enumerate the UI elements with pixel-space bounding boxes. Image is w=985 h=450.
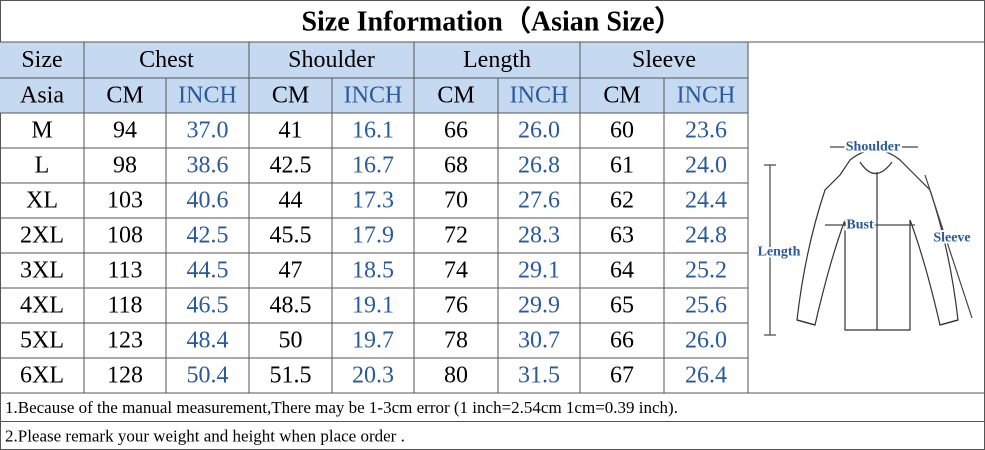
cell: 24.0 [685, 153, 727, 179]
cell: 76 [444, 293, 468, 319]
cell: 62 [610, 188, 634, 214]
cell: L [35, 153, 50, 179]
cell: 98 [113, 153, 137, 179]
cell: 17.9 [352, 223, 394, 249]
cell: 19.1 [352, 293, 394, 319]
unit-header: CM [437, 83, 474, 109]
cell: 24.8 [685, 223, 727, 249]
cell: 72 [444, 223, 468, 249]
cell: 45.5 [270, 223, 312, 249]
cell: 103 [107, 188, 143, 214]
cell: 30.7 [518, 328, 560, 354]
unit-header: INCH [677, 83, 736, 109]
cell: 25.6 [685, 293, 727, 319]
cell: 29.9 [518, 293, 560, 319]
cell: 26.0 [518, 118, 560, 144]
cell: 48.5 [270, 293, 312, 319]
cell: 26.0 [685, 328, 727, 354]
cell: 46.5 [187, 293, 229, 319]
cell: 68 [444, 153, 468, 179]
cell: 108 [107, 223, 143, 249]
cell: 24.4 [685, 188, 727, 214]
cell: M [31, 118, 52, 144]
diagram-label: Shoulder [846, 140, 900, 155]
cell: 19.7 [352, 328, 394, 354]
cell: 26.4 [685, 363, 727, 389]
cell: 40.6 [187, 188, 229, 214]
cell: 128 [107, 363, 143, 389]
cell: 50.4 [187, 363, 229, 389]
unit-header: CM [603, 83, 640, 109]
unit-header: CM [106, 83, 143, 109]
unit-header: INCH [344, 83, 403, 109]
group-header: Length [463, 47, 531, 73]
unit-header: Asia [20, 83, 64, 109]
cell: 78 [444, 328, 468, 354]
unit-header: CM [272, 83, 309, 109]
title: Size Information（Asian Size） [301, 5, 682, 38]
cell: 67 [610, 363, 634, 389]
cell: 27.6 [518, 188, 560, 214]
cell: 80 [444, 363, 468, 389]
cell: 118 [107, 293, 142, 319]
cell: 25.2 [685, 258, 727, 284]
cell: 44.5 [187, 258, 229, 284]
cell: 6XL [20, 363, 64, 389]
diagram-label: Length [758, 245, 801, 260]
cell: 74 [444, 258, 468, 284]
group-header: Chest [139, 47, 194, 73]
unit-header: INCH [510, 83, 569, 109]
cell: 113 [107, 258, 142, 284]
cell: 37.0 [187, 118, 229, 144]
cell: 48.4 [187, 328, 229, 354]
cell: 64 [610, 258, 634, 284]
cell: 38.6 [187, 153, 229, 179]
cell: 2XL [20, 223, 64, 249]
cell: 65 [610, 293, 634, 319]
cell: 123 [107, 328, 143, 354]
cell: 50 [279, 328, 303, 354]
cell: 66 [444, 118, 468, 144]
cell: 23.6 [685, 118, 727, 144]
cell: 47 [279, 258, 303, 284]
cell: 18.5 [352, 258, 394, 284]
cell: 70 [444, 188, 468, 214]
cell: 5XL [20, 328, 64, 354]
cell: 42.5 [187, 223, 229, 249]
group-header: Size [21, 47, 62, 73]
cell: 41 [279, 118, 303, 144]
diagram-label: Sleeve [933, 231, 970, 246]
diagram-label: Bust [846, 218, 874, 233]
cell: 31.5 [518, 363, 560, 389]
cell: 60 [610, 118, 634, 144]
cell: 26.8 [518, 153, 560, 179]
note: 2.Please remark your weight and height w… [5, 426, 405, 445]
note: 1.Because of the manual measurement,Ther… [5, 398, 678, 417]
cell: 16.1 [352, 118, 394, 144]
cell: 51.5 [270, 363, 312, 389]
cell: 44 [279, 188, 303, 214]
jacket-diagram [764, 146, 973, 336]
cell: 20.3 [352, 363, 394, 389]
group-header: Shoulder [288, 47, 375, 73]
cell: XL [26, 188, 58, 214]
cell: 94 [113, 118, 137, 144]
cell: 63 [610, 223, 634, 249]
cell: 29.1 [518, 258, 560, 284]
cell: 3XL [20, 258, 64, 284]
cell: 17.3 [352, 188, 394, 214]
cell: 42.5 [270, 153, 312, 179]
cell: 66 [610, 328, 634, 354]
group-header: Sleeve [632, 47, 696, 73]
cell: 61 [610, 153, 634, 179]
unit-header: INCH [178, 83, 237, 109]
cell: 4XL [20, 293, 64, 319]
cell: 16.7 [352, 153, 394, 179]
cell: 28.3 [518, 223, 560, 249]
